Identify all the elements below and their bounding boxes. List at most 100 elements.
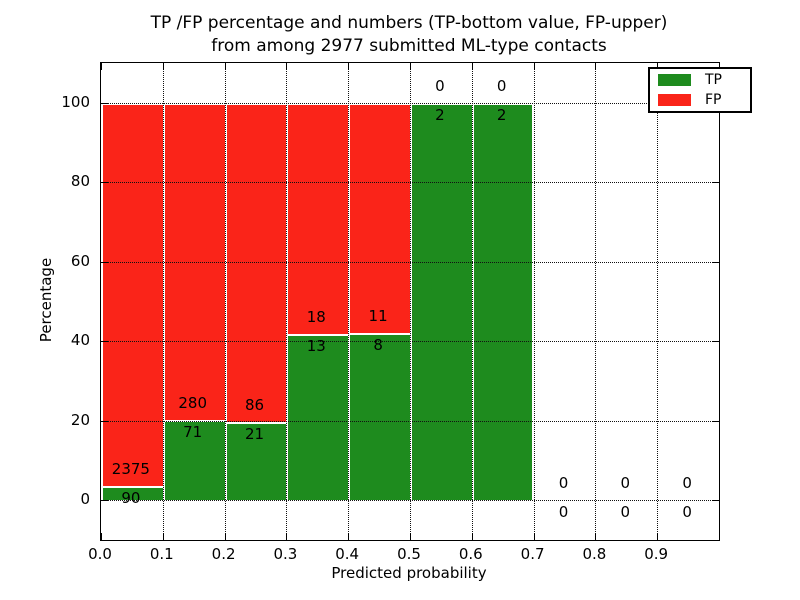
x-tick-bottom-0.6 [471, 533, 473, 540]
legend-entry-fp: FP [658, 91, 742, 109]
fp-count-label-0.7-0.8: 0 [558, 474, 569, 493]
x-tick-bottom-0.3 [286, 533, 288, 540]
x-tick-label-0.7: 0.7 [520, 545, 545, 563]
x-tick-bottom-0.8 [595, 533, 597, 540]
tp-count-label-0.5-0.6: 2 [435, 105, 445, 124]
legend: TP FP [648, 67, 752, 113]
tp-count-label-0.7-0.8: 0 [558, 503, 569, 522]
y-tick-left-40 [101, 341, 108, 343]
legend-swatch-tp [658, 74, 691, 86]
y-tick-label-100: 100 [61, 92, 90, 111]
x-tick-top-1.0 [719, 63, 720, 70]
bar-tp-bin-0.0-0.1 [101, 485, 163, 501]
y-tick-label-0: 0 [80, 490, 90, 509]
gridline-x-0.3 [286, 63, 288, 540]
y-tick-left-60 [101, 261, 108, 263]
x-tick-top-0.3 [286, 63, 288, 70]
y-tick-label-20: 20 [70, 410, 90, 429]
gridline-x-0.8 [595, 63, 597, 540]
x-tick-label-0.2: 0.2 [211, 545, 236, 563]
x-tick-top-0.2 [224, 63, 226, 70]
gridline-x-0.7 [533, 63, 535, 540]
x-tick-top-0.5 [410, 63, 411, 70]
legend-label-tp: TP [705, 72, 722, 88]
legend-label-fp: FP [705, 92, 722, 108]
x-tick-label-0.4: 0.4 [335, 545, 360, 563]
y-tick-label-60: 60 [70, 251, 90, 270]
bar-tp-bin-0.2-0.3 [224, 422, 287, 501]
bar-tp-bin-0.5-0.6 [410, 102, 472, 501]
gridline-x-0.5 [410, 63, 411, 540]
bar-tp-bin-0.1-0.2 [162, 419, 225, 501]
tp-count-label-0.3-0.4: 13 [306, 336, 326, 355]
fp-count-label-0.2-0.3: 86 [244, 396, 265, 415]
bar-fp-bin-0.4-0.5 [348, 102, 410, 333]
fp-count-label-0.9-1.0: 0 [682, 474, 692, 493]
x-tick-bottom-0.0 [101, 533, 102, 540]
tp-count-label-0.8-0.9: 0 [620, 503, 631, 522]
bar-tp-bin-0.4-0.5 [348, 332, 410, 501]
tp-count-label-0.2-0.3: 21 [244, 425, 265, 444]
chart-title-line-2: from among 2977 submitted ML-type contac… [211, 36, 607, 56]
x-tick-label-0.6: 0.6 [458, 545, 483, 563]
plot-area [100, 62, 720, 541]
gridline-x-0.6 [471, 63, 473, 540]
fp-count-label-0.3-0.4: 18 [306, 307, 326, 326]
y-tick-label-80: 80 [70, 172, 90, 191]
bar-fp-bin-0.3-0.4 [286, 102, 349, 334]
x-axis-label: Predicted probability [331, 564, 487, 582]
x-tick-top-0.9 [657, 63, 659, 70]
x-tick-bottom-1.0 [719, 533, 720, 540]
y-axis-label: Percentage [37, 257, 55, 343]
fp-count-label-0.5-0.6: 0 [435, 76, 445, 95]
fp-count-label-0.1-0.2: 280 [178, 393, 207, 412]
y-tick-left-80 [101, 182, 108, 184]
bar-tp-bin-0.6-0.7 [471, 102, 534, 501]
x-tick-bottom-0.4 [348, 533, 350, 540]
y-tick-right-60 [712, 261, 719, 263]
tp-count-label-0.6-0.7: 2 [496, 105, 507, 124]
y-tick-right-80 [712, 182, 719, 184]
y-tick-left-20 [101, 420, 108, 422]
x-tick-label-0.8: 0.8 [582, 545, 607, 563]
tp-count-label-0.9-1.0: 0 [682, 503, 692, 522]
x-tick-label-0.3: 0.3 [273, 545, 298, 563]
gridline-x-0.4 [348, 63, 350, 540]
tp-count-label-0.4-0.5: 8 [373, 335, 383, 354]
fp-count-label-0.8-0.9: 0 [620, 474, 631, 493]
fp-count-label-0.0-0.1: 2375 [111, 459, 150, 478]
x-tick-top-0.4 [348, 63, 350, 70]
x-tick-top-0.0 [101, 63, 102, 70]
gridline-x-0.2 [224, 63, 226, 540]
bar-tp-bin-0.3-0.4 [286, 333, 349, 501]
legend-swatch-fp [658, 94, 691, 106]
x-tick-label-0.5: 0.5 [397, 545, 421, 563]
x-tick-top-0.8 [595, 63, 597, 70]
y-tick-label-40: 40 [70, 331, 90, 350]
x-tick-top-0.1 [162, 63, 164, 70]
x-tick-bottom-0.5 [410, 533, 411, 540]
chart-title-line-1: TP /FP percentage and numbers (TP-bottom… [150, 13, 668, 33]
y-tick-left-100 [101, 102, 108, 104]
y-tick-right-0 [712, 500, 719, 502]
x-tick-bottom-0.1 [162, 533, 164, 540]
x-tick-bottom-0.7 [533, 533, 535, 540]
gridline-x-0.9 [657, 63, 659, 540]
x-tick-top-0.7 [533, 63, 535, 70]
tp-count-label-0.1-0.2: 71 [183, 422, 203, 441]
y-tick-right-40 [712, 341, 719, 343]
x-tick-label-0.9: 0.9 [644, 545, 669, 563]
y-tick-left-0 [101, 500, 108, 502]
fp-count-label-0.6-0.7: 0 [496, 76, 507, 95]
bar-right-edge [531, 102, 534, 501]
y-tick-right-20 [712, 420, 719, 422]
x-tick-label-0.1: 0.1 [149, 545, 174, 563]
legend-entry-tp: TP [658, 71, 742, 89]
x-tick-top-0.6 [471, 63, 473, 70]
x-tick-bottom-0.9 [657, 533, 659, 540]
gridline-x-0.1 [162, 63, 164, 540]
x-tick-label-0.0: 0.0 [88, 545, 112, 563]
x-tick-bottom-0.2 [224, 533, 226, 540]
tp-count-label-0.0-0.1: 90 [121, 488, 141, 507]
